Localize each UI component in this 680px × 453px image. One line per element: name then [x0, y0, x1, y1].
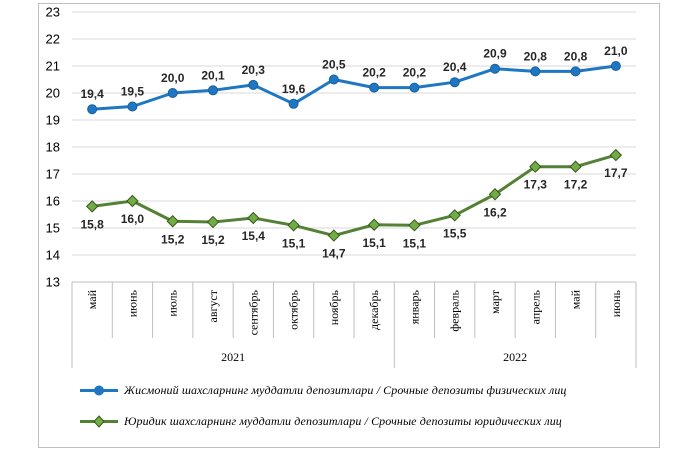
- series-2-point: [287, 219, 300, 232]
- series-1-point: [87, 104, 98, 115]
- legend-label-2: Юридик шахсларнинг муддатли депозитлари …: [124, 413, 562, 428]
- legend-entry-1: Жисмоний шахсларнинг муддатли депозитлар…: [80, 379, 640, 401]
- series-1-data-label: 21,0: [604, 44, 628, 58]
- x-category-label: декабрь: [367, 289, 381, 330]
- series-1-data-label: 20,3: [242, 63, 266, 77]
- series-2-point: [206, 215, 220, 229]
- series-1-point: [449, 77, 460, 88]
- legend-swatch-2: [80, 414, 118, 428]
- x-category-label: март: [488, 289, 502, 314]
- series-line-2: [91, 153, 617, 238]
- x-category-label: июнь: [609, 289, 623, 317]
- x-category-label: май: [85, 289, 99, 309]
- series-1-data-label: 20,5: [322, 58, 346, 72]
- series-line-1: [92, 64, 617, 111]
- y-tick-label: 17: [46, 167, 60, 182]
- series-2-point: [367, 218, 381, 231]
- series-2-data-label: 17,2: [564, 178, 588, 192]
- series-2-point: [448, 209, 461, 222]
- series-1-data-label: 20,8: [564, 49, 588, 63]
- series: 19,4 19,5 20,0 20,1 20,3 19,6 20,5 20,2 20,2 20,4…: [80, 44, 627, 261]
- x-category-label: сентябрь: [246, 289, 260, 335]
- x-category-label: ноябрь: [327, 289, 341, 325]
- series-1-data-label: 20,1: [201, 68, 225, 82]
- chart-frame: [38, 3, 660, 448]
- series-1-data-label: 20,2: [362, 66, 386, 80]
- series-1-point: [208, 85, 218, 96]
- series-1-point: [288, 98, 299, 109]
- series-2-data-label: 15,1: [403, 236, 427, 250]
- y-tick-label: 22: [46, 32, 60, 47]
- series-2-data-label: 17,3: [524, 178, 548, 192]
- series-2-data-label: 15,1: [282, 236, 306, 250]
- legend-swatch-1: [80, 383, 118, 397]
- series-2-data-label: 16,0: [121, 212, 145, 226]
- x-category-label: июнь: [125, 289, 139, 317]
- series-2-point: [327, 229, 341, 242]
- series-2-data-label: 17,7: [604, 166, 628, 180]
- circle-marker-icon: [94, 385, 104, 396]
- y-tick-label: 13: [46, 275, 60, 290]
- series-1-point: [530, 66, 541, 77]
- series-1-point: [610, 61, 621, 71]
- series-1-point: [167, 88, 178, 98]
- series-2-point: [247, 211, 260, 225]
- y-tick-label: 16: [46, 194, 60, 209]
- x-group-label: 2022: [503, 350, 527, 364]
- legend-entry-2: Юридик шахсларнинг муддатли депозитлари …: [80, 410, 640, 432]
- series-1-point: [369, 82, 380, 93]
- series-2-point: [569, 160, 582, 173]
- x-category-label: апрель: [528, 289, 542, 324]
- series-1-data-label: 19,4: [80, 87, 104, 101]
- x-category-label: октябрь: [287, 289, 301, 329]
- x-category-label: август: [206, 289, 220, 322]
- y-tick-label: 21: [46, 59, 60, 74]
- series-1-point: [409, 82, 420, 93]
- x-group-label: 2021: [221, 350, 245, 364]
- series-1-data-label: 20,4: [443, 60, 467, 74]
- series-2-data-label: 15,2: [201, 233, 225, 247]
- series-2-point: [166, 215, 179, 228]
- y-tick-label: 18: [46, 140, 60, 155]
- series-1-point: [127, 101, 138, 112]
- series-2-point: [488, 188, 502, 201]
- series-2-point: [529, 160, 542, 173]
- series-2-data-label: 15,8: [80, 217, 104, 231]
- series-2-point: [609, 148, 623, 162]
- series-2-data-label: 15,1: [362, 236, 386, 250]
- series-1-data-label: 19,6: [282, 82, 306, 96]
- y-tick-label: 23: [46, 5, 60, 20]
- series-2-data-label: 16,2: [483, 205, 507, 219]
- series-2-data-label: 15,4: [242, 229, 266, 243]
- x-category-label: февраль: [448, 289, 462, 331]
- y-tick-label: 20: [46, 86, 60, 101]
- series-1-data-label: 20,9: [483, 47, 507, 61]
- x-category-label: январь: [407, 289, 421, 324]
- y-tick-label: 14: [46, 248, 60, 263]
- series-1-point: [490, 63, 500, 74]
- series-1-point: [570, 66, 581, 77]
- series-1-point: [248, 79, 259, 90]
- series-1-data-label: 20,0: [161, 71, 185, 85]
- y-tick-label: 15: [46, 221, 60, 236]
- series-1-data-label: 19,5: [121, 85, 145, 99]
- series-1-point: [328, 74, 339, 85]
- series-1-data-label: 20,2: [403, 66, 427, 80]
- x-category-label: май: [569, 289, 583, 309]
- grid-lines: [72, 11, 636, 283]
- diamond-marker-icon: [93, 415, 105, 428]
- series-2-data-label: 14,7: [322, 247, 346, 261]
- x-category-label: июль: [166, 289, 180, 316]
- series-2-data-label: 15,5: [443, 226, 467, 240]
- y-tick-label: 19: [46, 113, 60, 128]
- legend-label-1: Жисмоний шахсларнинг муддатли депозитлар…: [124, 382, 567, 397]
- series-2-data-label: 15,2: [161, 232, 185, 246]
- series-2-point: [85, 200, 99, 213]
- series-2-point: [408, 219, 421, 232]
- series-1-data-label: 20,8: [524, 49, 548, 63]
- series-2-point: [126, 194, 139, 208]
